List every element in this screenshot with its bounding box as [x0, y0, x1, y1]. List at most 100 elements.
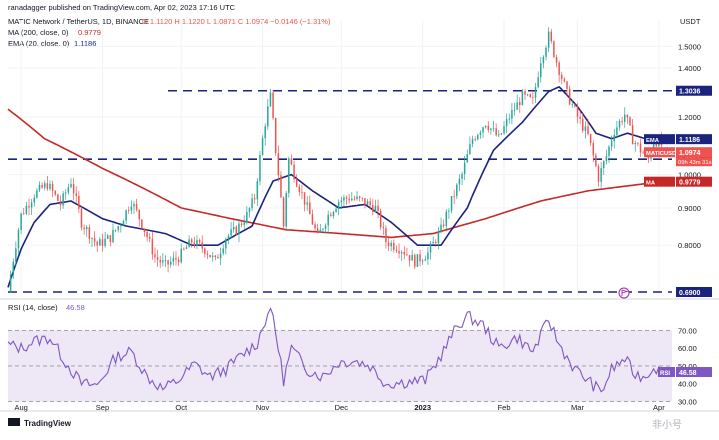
candle-body: [306, 202, 308, 205]
candle-body: [621, 120, 623, 122]
candle-body: [435, 241, 437, 244]
rsi-tick-label: 40.00: [678, 380, 697, 389]
candle-body: [521, 91, 524, 106]
candle-body: [537, 77, 539, 88]
candle-body: [156, 257, 159, 260]
candle-body: [505, 119, 508, 127]
candle-body: [324, 225, 327, 229]
candle-body: [608, 146, 610, 157]
candle-body: [146, 231, 148, 238]
candle-body: [141, 219, 143, 229]
candle-body: [637, 142, 639, 144]
candle-body: [634, 142, 637, 145]
price-tick-label: 1.2000: [678, 113, 701, 122]
candle-body: [414, 254, 416, 267]
candle-body: [185, 247, 188, 249]
candle-body: [495, 128, 497, 136]
svg-text:TradingView: TradingView: [24, 419, 72, 428]
currency-label: USDT: [680, 17, 701, 26]
price-tag-value-bg: [676, 176, 712, 187]
candle-body: [59, 200, 62, 206]
candle-body: [558, 62, 560, 75]
tradingview-logo: TradingView: [8, 418, 72, 428]
candle-body: [206, 253, 209, 255]
candle-body: [70, 183, 72, 188]
time-tick-label: 2023: [414, 403, 431, 412]
candle-body: [314, 224, 316, 229]
candle-body: [555, 56, 558, 63]
candle-body: [209, 254, 211, 258]
candle-body: [285, 192, 287, 227]
candle-body: [337, 201, 340, 209]
candle-body: [343, 197, 345, 201]
candle-body: [148, 237, 151, 239]
candle-body: [175, 257, 177, 260]
ma-legend: MA (200, close, 0): [8, 28, 69, 37]
candle-body: [101, 239, 104, 246]
candle-body: [387, 242, 390, 247]
candle-body: [238, 223, 240, 235]
candle-body: [196, 239, 198, 246]
candle-body: [109, 235, 112, 243]
candle-body: [445, 211, 448, 226]
candle-body: [545, 47, 547, 57]
time-tick-label: Oct: [175, 403, 188, 412]
candle-body: [595, 155, 597, 167]
candle-body: [508, 118, 511, 120]
candle-body: [603, 161, 605, 169]
candle-body: [235, 226, 238, 235]
candle-body: [330, 214, 332, 217]
candle-body: [639, 143, 642, 153]
candle-body: [72, 183, 75, 194]
candle-body: [424, 259, 427, 261]
candle-body: [461, 173, 463, 179]
candle-body: [261, 138, 264, 155]
price-tag-value: 0.9779: [679, 180, 701, 187]
rsi-path: [7, 307, 662, 393]
time-tick-label: Nov: [256, 403, 270, 412]
candle-body: [204, 248, 206, 254]
candle-body: [303, 192, 306, 205]
candle-body: [75, 193, 77, 196]
candle-body: [490, 128, 492, 131]
time-tick-label: Feb: [498, 403, 511, 412]
candle-body: [46, 183, 49, 189]
candle-body: [500, 133, 503, 135]
candle-body: [616, 127, 618, 135]
candle-body: [167, 260, 169, 265]
candle-body: [432, 241, 434, 244]
candle-body: [579, 116, 581, 119]
candle-body: [327, 214, 329, 226]
candle-body: [117, 226, 119, 230]
candle-body: [38, 184, 41, 191]
candle-body: [574, 104, 576, 107]
candle-body: [442, 224, 445, 226]
candle-body: [104, 238, 106, 246]
price-axis: 0.8000 0.9000 1.0000 1.2000 1.4000 1.5000: [678, 42, 701, 250]
candle-body: [519, 102, 521, 106]
rsi-line: [7, 307, 662, 393]
candle-body: [41, 184, 43, 188]
candle-body: [162, 260, 164, 263]
candle-body: [293, 164, 295, 180]
time-tick-label: Aug: [14, 403, 27, 412]
candle-body: [474, 139, 476, 140]
candle-body: [589, 133, 592, 144]
candle-body: [561, 74, 563, 79]
candle-body: [400, 251, 403, 254]
candle-body: [408, 255, 411, 261]
candle-body: [492, 128, 495, 130]
candle-body: [159, 259, 161, 263]
candle-body: [240, 223, 243, 225]
candle-body: [253, 198, 256, 200]
candle-body: [154, 254, 156, 258]
candle-body: [290, 158, 293, 165]
candle-body: [403, 251, 406, 255]
candle-body: [214, 255, 217, 258]
candle-body: [311, 214, 314, 225]
candle-body: [28, 205, 30, 208]
candle-body: [471, 139, 474, 145]
price-tag-value-bg: [676, 134, 712, 145]
candle-body: [582, 118, 584, 131]
candle-body: [127, 210, 130, 211]
